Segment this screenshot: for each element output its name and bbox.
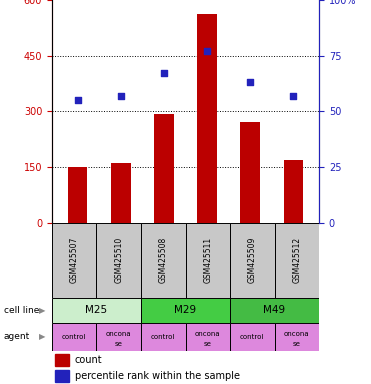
Bar [230,298,319,323]
Text: ▶: ▶ [39,306,46,314]
Text: agent: agent [4,333,30,341]
Point [290,93,296,99]
Text: M25: M25 [85,305,108,315]
Text: GSM425509: GSM425509 [248,237,257,283]
Text: M29: M29 [174,305,197,315]
Text: se: se [204,341,212,347]
Bar [96,323,141,351]
Text: ▶: ▶ [39,333,46,341]
Point [247,79,253,86]
Text: count: count [75,355,102,365]
Text: GSM425507: GSM425507 [70,237,79,283]
Bar [52,298,141,323]
Point [161,70,167,76]
Bar [141,223,186,298]
Bar [55,370,69,382]
Text: GSM425510: GSM425510 [114,237,123,283]
Bar [154,114,174,223]
Bar [240,122,260,223]
Text: control: control [151,334,175,340]
Text: se: se [293,341,301,347]
Bar [275,323,319,351]
Bar [141,323,186,351]
Text: cell line: cell line [4,306,39,314]
Point [204,48,210,54]
Bar [275,223,319,298]
Bar [55,354,69,366]
Bar [68,167,88,223]
Bar [186,323,230,351]
Text: M49: M49 [263,305,286,315]
Bar [141,298,230,323]
Text: se: se [115,341,123,347]
Text: GSM425512: GSM425512 [292,237,301,283]
Bar [197,14,217,223]
Point [118,93,124,99]
Bar [52,323,96,351]
Text: GSM425508: GSM425508 [159,237,168,283]
Text: oncona: oncona [106,331,132,336]
Text: oncona: oncona [284,331,310,336]
Bar [96,223,141,298]
Text: percentile rank within the sample: percentile rank within the sample [75,371,240,381]
Bar [52,223,96,298]
Point [75,97,81,103]
Bar [283,161,303,223]
Text: oncona: oncona [195,331,221,336]
Bar [111,162,131,223]
Text: control: control [240,334,265,340]
Bar [230,323,275,351]
Text: control: control [62,334,86,340]
Bar [186,223,230,298]
Text: GSM425511: GSM425511 [203,237,212,283]
Bar [230,223,275,298]
